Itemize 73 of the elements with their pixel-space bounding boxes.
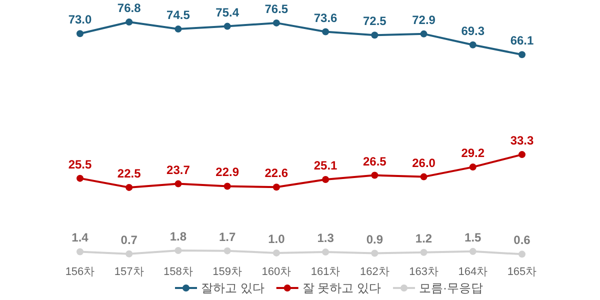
point [371, 32, 378, 39]
point [322, 248, 330, 256]
data-label: 69.3 [461, 24, 485, 38]
x-tick-label: 159차 [212, 266, 242, 278]
point [174, 180, 182, 188]
data-label: 73.6 [314, 10, 338, 25]
legend-label: 모름·무응답 [419, 281, 484, 295]
data-label: 1.5 [464, 230, 482, 244]
point [371, 250, 378, 257]
data-label: 26.5 [362, 154, 387, 168]
data-label: 73.0 [68, 12, 92, 27]
data-label: 22.6 [264, 166, 288, 180]
x-tick-label: 157차 [114, 266, 144, 278]
data-label: 72.5 [362, 14, 387, 28]
point [322, 176, 330, 184]
data-label: 1.2 [415, 231, 432, 246]
data-label: 1.7 [218, 230, 236, 244]
point [518, 51, 526, 58]
data-label: 22.5 [117, 166, 142, 180]
data-label: 75.4 [216, 5, 240, 20]
data-label: 1.8 [170, 230, 187, 244]
point [76, 30, 84, 38]
x-tick-label: 160차 [262, 266, 292, 278]
point [272, 19, 280, 26]
point [322, 28, 330, 36]
point [224, 22, 231, 30]
data-label: 29.2 [461, 146, 485, 160]
x-tick-label: 164차 [458, 266, 488, 278]
point [420, 30, 428, 38]
data-label: 33.3 [510, 134, 534, 148]
data-label: 74.5 [166, 8, 190, 22]
x-tick-label: 162차 [360, 266, 390, 278]
data-label: 23.7 [166, 162, 190, 177]
point [126, 184, 133, 191]
data-label: 25.1 [314, 158, 338, 173]
point [272, 184, 280, 191]
point [420, 248, 428, 256]
legend-label: 잘 못하고 있다 [302, 281, 382, 295]
data-label: 76.5 [264, 2, 288, 16]
point [420, 173, 428, 180]
point [224, 182, 231, 190]
point [469, 248, 476, 255]
point [76, 248, 84, 256]
data-label: 22.9 [216, 165, 240, 180]
point [224, 247, 231, 254]
legend-label: 잘하고 있다 [201, 281, 264, 295]
point [272, 249, 280, 256]
point [518, 250, 526, 258]
point [469, 41, 476, 48]
x-tick-label: 161차 [310, 266, 340, 278]
data-label: 25.5 [68, 157, 92, 172]
point [371, 172, 378, 179]
x-tick-label: 163차 [409, 266, 438, 278]
point [126, 250, 133, 258]
data-label: 72.9 [412, 12, 436, 27]
data-label: 0.7 [120, 232, 138, 247]
data-label: 0.6 [514, 233, 531, 248]
point [76, 174, 84, 182]
data-label: 1.4 [72, 230, 89, 245]
point [518, 151, 526, 158]
x-tick-label: 156차 [65, 266, 95, 278]
point [174, 26, 182, 33]
x-tick-label: 165차 [507, 266, 537, 278]
data-label: 0.9 [366, 232, 384, 246]
data-label: 1.0 [268, 232, 286, 246]
point [174, 247, 182, 254]
data-label: 66.1 [510, 34, 534, 48]
point [126, 18, 133, 26]
x-tick-label: 158차 [164, 266, 193, 278]
data-label: 26.0 [412, 156, 436, 170]
point [469, 164, 476, 171]
data-label: 76.8 [117, 1, 142, 16]
data-label: 1.3 [317, 231, 334, 246]
